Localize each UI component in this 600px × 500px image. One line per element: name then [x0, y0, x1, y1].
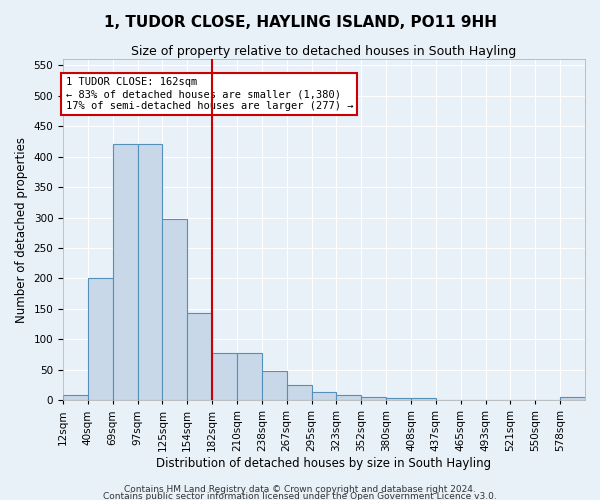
- Bar: [212, 354, 237, 401]
- Text: 1 TUDOR CLOSE: 162sqm
← 83% of detached houses are smaller (1,380)
17% of semi-d: 1 TUDOR CLOSE: 162sqm ← 83% of detached …: [65, 78, 353, 110]
- Y-axis label: Number of detached properties: Number of detached properties: [15, 136, 28, 322]
- Bar: [88, 278, 113, 400]
- Text: 1, TUDOR CLOSE, HAYLING ISLAND, PO11 9HH: 1, TUDOR CLOSE, HAYLING ISLAND, PO11 9HH: [104, 15, 497, 30]
- Bar: [560, 397, 585, 400]
- X-axis label: Distribution of detached houses by size in South Hayling: Distribution of detached houses by size …: [157, 457, 491, 470]
- Bar: [163, 220, 187, 400]
- Bar: [113, 144, 137, 400]
- Bar: [311, 392, 337, 400]
- Bar: [262, 371, 287, 400]
- Bar: [411, 398, 436, 400]
- Bar: [337, 395, 361, 400]
- Bar: [287, 385, 311, 400]
- Bar: [187, 313, 212, 400]
- Bar: [386, 398, 411, 400]
- Text: Contains public sector information licensed under the Open Government Licence v3: Contains public sector information licen…: [103, 492, 497, 500]
- Text: Contains HM Land Registry data © Crown copyright and database right 2024.: Contains HM Land Registry data © Crown c…: [124, 486, 476, 494]
- Bar: [237, 354, 262, 401]
- Bar: [361, 397, 386, 400]
- Bar: [137, 144, 163, 400]
- Title: Size of property relative to detached houses in South Hayling: Size of property relative to detached ho…: [131, 45, 517, 58]
- Bar: [63, 396, 88, 400]
